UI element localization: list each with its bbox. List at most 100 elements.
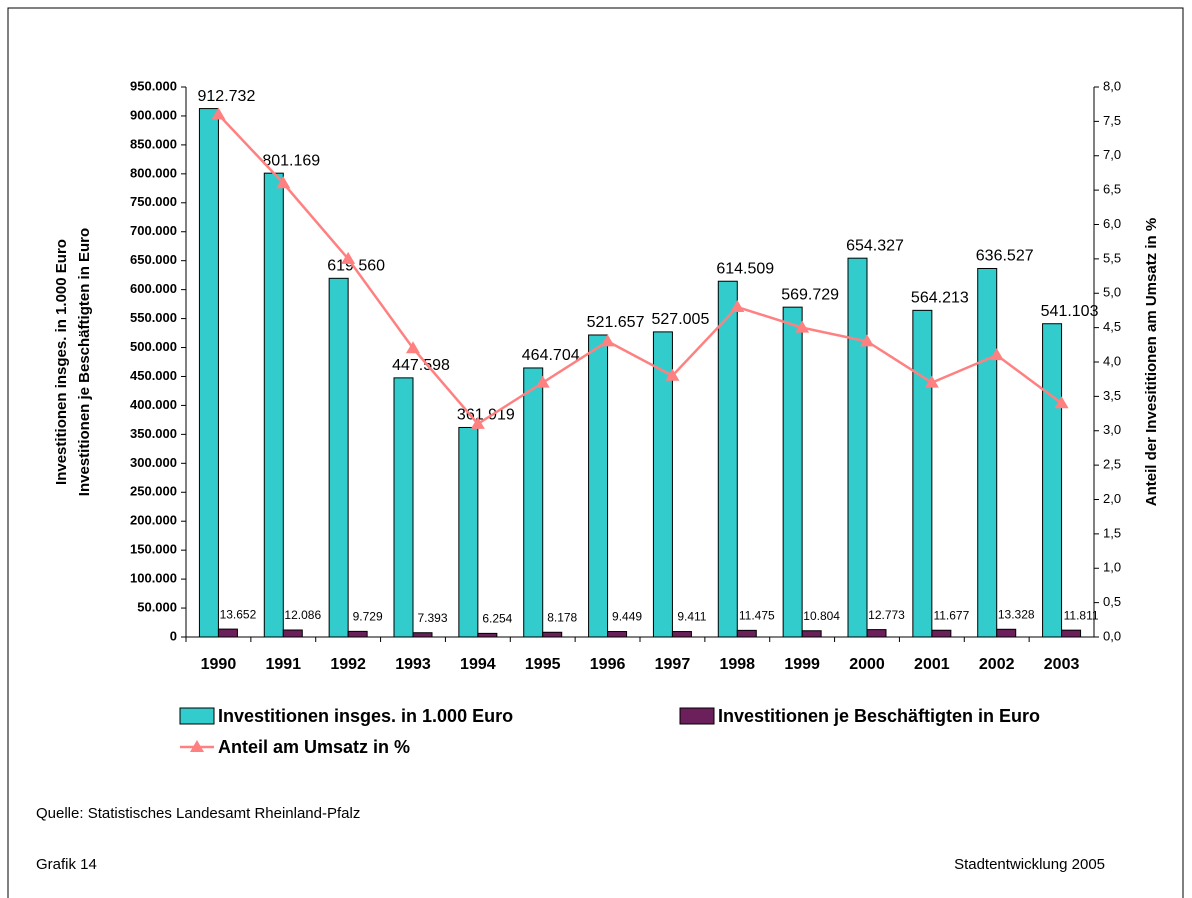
y-tick-label: 700.000: [130, 223, 177, 238]
y2-tick-label: 2,0: [1103, 491, 1121, 506]
data-label: 11.677: [933, 608, 969, 622]
bar: [198, 108, 219, 638]
x-tick-label: 2001: [914, 656, 950, 673]
legend-swatch: [679, 707, 715, 725]
bar: [1042, 323, 1063, 638]
y2-tick-label: 0,5: [1103, 594, 1121, 609]
marker: [470, 416, 485, 429]
data-label: 10.804: [803, 609, 840, 623]
marker: [600, 334, 615, 347]
y-tick-label: 350.000: [130, 426, 177, 441]
data-label: 521.657: [587, 314, 645, 331]
data-label: 9.449: [612, 610, 642, 624]
marker: [665, 368, 680, 381]
x-tick-label: 1997: [655, 656, 691, 673]
x-tick-label: 1999: [784, 656, 820, 673]
y-tick-label: 650.000: [130, 252, 177, 267]
y-tick-label: 950.000: [130, 78, 177, 93]
marker: [406, 341, 420, 354]
y-tick-label: 500.000: [130, 339, 177, 354]
x-tick-label: 2003: [1044, 656, 1080, 673]
data-label: 9.729: [353, 610, 383, 624]
data-label: 12.773: [868, 608, 905, 622]
legend-label: Investitionen je Beschäftigten in Euro: [718, 706, 1040, 726]
y-tick-label: 750.000: [130, 194, 177, 209]
bar: [328, 277, 349, 638]
y2-tick-label: 6,0: [1103, 216, 1121, 231]
bar: [393, 377, 414, 638]
x-tick-label: 1990: [201, 656, 237, 673]
marker: [924, 375, 939, 388]
y2-tick-label: 1,5: [1103, 525, 1121, 540]
data-label: 464.704: [522, 347, 580, 364]
bar: [866, 629, 887, 638]
x-tick-label: 2002: [979, 656, 1015, 673]
y-tick-label: 400.000: [130, 397, 177, 412]
bar: [458, 426, 479, 638]
data-label: 13.328: [998, 607, 1035, 621]
y2-tick-label: 5,5: [1103, 250, 1121, 265]
data-label: 6.254: [482, 612, 512, 626]
bar: [736, 629, 757, 638]
bar: [263, 172, 284, 638]
data-label: 801.169: [262, 152, 320, 169]
y-tick-label: 150.000: [130, 542, 177, 557]
y2-tick-label: 2,5: [1103, 457, 1121, 472]
y-tick-label: 250.000: [130, 484, 177, 499]
data-label: 619.560: [327, 258, 385, 275]
line: [217, 113, 1063, 426]
marker: [211, 107, 226, 120]
frame: [7, 7, 1184, 898]
footer-left: Grafik 14: [36, 856, 97, 873]
x-tick-label: 1995: [525, 656, 561, 673]
y2-tick-label: 4,0: [1103, 353, 1121, 368]
data-label: 654.327: [846, 237, 904, 254]
bar: [912, 309, 933, 638]
bar: [652, 331, 673, 638]
marker: [1054, 396, 1069, 409]
data-label: 9.411: [677, 610, 706, 624]
data-label: 11.475: [739, 609, 775, 623]
bar: [931, 629, 952, 638]
bar: [542, 631, 563, 638]
marker: [730, 300, 745, 312]
y-tick-label: 450.000: [130, 368, 177, 383]
source: Quelle: Statistisches Landesamt Rheinlan…: [36, 805, 360, 822]
bar: [282, 629, 303, 638]
y2-tick-label: 0,0: [1103, 628, 1121, 643]
legend-swatch: [179, 707, 215, 725]
y-tick-label: 100.000: [130, 571, 177, 586]
bar: [717, 280, 738, 638]
y2-tick-label: 7,0: [1103, 147, 1121, 162]
y2-tick-label: 3,0: [1103, 422, 1121, 437]
y-tick-label: 200.000: [130, 513, 177, 528]
data-label: 912.732: [198, 88, 256, 105]
x-tick-label: 1993: [395, 656, 431, 673]
bar: [977, 267, 998, 638]
y-tick-label: 800.000: [130, 165, 177, 180]
data-label: 569.729: [781, 286, 839, 303]
data-label: 614.509: [716, 260, 774, 277]
y2-axis-label: Anteil der Invesititionen am Umsatz in %: [1143, 218, 1160, 506]
y-tick-label: 600.000: [130, 281, 177, 296]
y2-tick-label: 7,5: [1103, 113, 1121, 128]
bar: [847, 257, 868, 638]
y2-tick-label: 1,0: [1103, 560, 1121, 575]
data-label: 13.652: [220, 607, 257, 621]
y2-tick-label: 8,0: [1103, 78, 1121, 93]
legend-label: Anteil am Umsatz in %: [218, 737, 410, 757]
bar: [782, 306, 803, 638]
bar: [217, 628, 238, 638]
x-tick-label: 1992: [330, 656, 366, 673]
y-tick-label: 550.000: [130, 310, 177, 325]
data-label: 447.598: [392, 357, 450, 374]
y-tick-label: 50.000: [137, 599, 177, 614]
data-label: 11.811: [1064, 608, 1099, 622]
x-tick-label: 1991: [265, 656, 301, 673]
data-label: 541.103: [1041, 303, 1099, 320]
y2-tick-label: 3,5: [1103, 388, 1121, 403]
bar: [523, 367, 544, 638]
legend-marker: [190, 740, 204, 752]
bar: [588, 334, 609, 638]
bar: [1061, 629, 1082, 638]
